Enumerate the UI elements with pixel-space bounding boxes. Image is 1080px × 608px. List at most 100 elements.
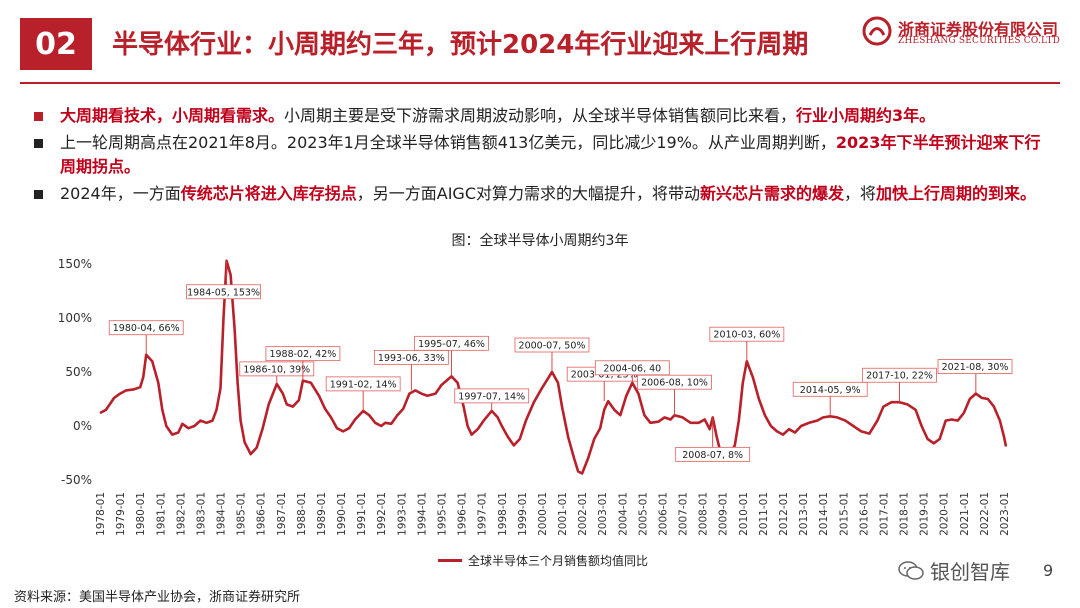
- x-tick-label: 2013-01: [798, 492, 810, 536]
- bullet-marker-icon: [34, 190, 43, 199]
- highlight-text: 2023年下半年预计迎来下行周期拐点。: [60, 133, 1041, 176]
- series-line: [99, 259, 1008, 475]
- x-tick-label: 2004-01: [617, 492, 629, 536]
- annotation-label: 2010-03, 60%: [713, 330, 780, 341]
- annotation-label: 1997-07, 14%: [458, 391, 525, 402]
- page-number: 9: [1043, 561, 1054, 580]
- x-tick-label: 2022-01: [979, 492, 991, 536]
- x-tick-label: 1995-01: [436, 492, 448, 536]
- bullet-marker-icon: [34, 112, 43, 121]
- annotation-box: [514, 337, 590, 353]
- annotation-box: [594, 360, 670, 376]
- annotation-label: 1986-10, 39%: [243, 364, 310, 375]
- annotation-box: [862, 367, 937, 383]
- annotation-label: 1984-05, 153%: [187, 287, 260, 298]
- x-tick-label: 1982-01: [175, 492, 187, 536]
- x-tick-label: 1988-01: [296, 492, 308, 536]
- x-tick-label: 1984-01: [216, 492, 228, 536]
- annotation-box: [239, 361, 315, 377]
- x-tick-label: 2015-01: [838, 492, 850, 536]
- annotation-label: 2000-07, 50%: [519, 341, 586, 352]
- x-tick-label: 2023-01: [999, 492, 1011, 536]
- section-badge: 02: [20, 18, 92, 70]
- logo-text-en: ZHESHANG SECURITIES CO.LTD: [898, 36, 1061, 46]
- x-tick-label: 1990-01: [336, 492, 348, 536]
- x-tick-label: 2002-01: [577, 492, 589, 536]
- x-tick-label: 1978-01: [95, 492, 107, 536]
- y-tick-label: -50%: [61, 473, 92, 487]
- chart-legend: 全球半导体三个月销售额均值同比: [438, 552, 648, 569]
- bullet-item: 大周期看技术，小周期看需求。小周期主要是受下游需求周期波动影响，从全球半导体销售…: [34, 104, 1054, 128]
- body-text: 小周期主要是受下游需求周期波动影响，从全球半导体销售额同比来看，: [284, 106, 797, 125]
- annotation-box: [373, 349, 449, 365]
- x-tick-label: 1991-01: [356, 492, 368, 536]
- y-tick-label: 150%: [58, 257, 92, 271]
- body-text: 2024年，一方面: [60, 184, 181, 203]
- x-tick-label: 2003-01: [597, 492, 609, 536]
- annotation-label: 1995-07, 46%: [418, 339, 485, 350]
- annotation-label: 1993-06, 33%: [378, 353, 445, 364]
- x-tick-label: 1992-01: [376, 492, 388, 536]
- wechat-icon: [898, 560, 924, 580]
- bullet-list: 大周期看技术，小周期看需求。小周期主要是受下游需求周期波动影响，从全球半导体销售…: [34, 104, 1054, 209]
- annotation-label: 1988-02, 42%: [269, 349, 336, 360]
- x-tick-label: 2017-01: [878, 492, 890, 536]
- x-tick-label: 1989-01: [316, 492, 328, 536]
- x-tick-label: 1987-01: [276, 492, 288, 536]
- x-tick-label: 1979-01: [115, 492, 127, 536]
- annotation-box: [709, 326, 785, 342]
- highlight-text: 加快上行周期的到来。: [876, 184, 1037, 203]
- x-tick-label: 2001-01: [557, 492, 569, 536]
- x-tick-label: 2011-01: [758, 492, 770, 536]
- bullet-item: 2024年，一方面传统芯片将进入库存拐点，另一方面AIGC对算力需求的大幅提升，…: [34, 182, 1054, 206]
- x-tick-label: 2010-01: [738, 492, 750, 536]
- y-tick-label: 0%: [73, 419, 92, 433]
- x-tick-label: 1997-01: [477, 492, 489, 536]
- watermark: 银创智库: [898, 556, 1010, 585]
- bullet-item: 上一轮周期高点在2021年8月。2023年1月全球半导体销售额413亿美元，同比…: [34, 131, 1054, 179]
- x-tick-label: 1993-01: [396, 492, 408, 536]
- x-tick-label: 2014-01: [818, 492, 830, 536]
- annotation-box: [792, 381, 868, 397]
- page-title: 半导体行业：小周期约三年，预计2024年行业迎来上行周期: [112, 30, 809, 60]
- x-tick-label: 1985-01: [236, 492, 248, 536]
- x-tick-label: 2016-01: [858, 492, 870, 536]
- legend-line-swatch: [438, 559, 462, 562]
- x-tick-label: 2005-01: [637, 492, 649, 536]
- chart-title: 图：全球半导体小周期约3年: [451, 233, 629, 249]
- line-chart: 150% 100% 50% 0% -50%1978-01 1979-01 1980-01 19…: [58, 257, 1013, 536]
- x-tick-label: 2012-01: [778, 492, 790, 536]
- annotation-box: [414, 335, 489, 351]
- annotation-label: 1991-02, 14%: [330, 379, 397, 390]
- watermark-text: 银创智库: [930, 560, 1010, 584]
- x-tick-label: 2006-01: [657, 492, 669, 536]
- annotation-label: 2017-10, 22%: [866, 371, 933, 382]
- annotation-box: [937, 359, 1013, 374]
- annotation-box: [637, 374, 712, 390]
- company-logo: 浙商证券股份有限公司 ZHESHANG SECURITIES CO.LTD: [862, 14, 1062, 54]
- annotation-label: 2004-06, 40: [603, 363, 661, 374]
- company-logo-icon: [862, 16, 892, 46]
- x-tick-label: 1986-01: [256, 492, 268, 536]
- annotation-box: [108, 320, 184, 336]
- x-tick-label: 1981-01: [155, 492, 167, 536]
- highlight-text: 新兴芯片需求的爆发: [700, 184, 845, 203]
- annotation-box: [325, 376, 401, 392]
- annotation-box: [265, 346, 341, 362]
- x-tick-label: 2021-01: [959, 492, 971, 536]
- x-tick-label: 2018-01: [899, 492, 911, 536]
- x-tick-label: 2019-01: [919, 492, 931, 536]
- y-tick-label: 50%: [65, 365, 92, 379]
- annotation-label: 1980-04, 66%: [113, 323, 180, 334]
- x-tick-label: 2008-01: [698, 492, 710, 536]
- body-text: 上一轮周期高点在2021年8月。2023年1月全球半导体销售额413亿美元，同比…: [60, 133, 836, 152]
- x-tick-label: 2000-01: [537, 492, 549, 536]
- annotation-label: 2008-07, 8%: [682, 450, 743, 461]
- x-tick-label: 2007-01: [678, 492, 690, 536]
- logo-text-cn: 浙商证券股份有限公司: [898, 20, 1059, 39]
- highlight-text: 传统芯片将进入库存拐点: [180, 184, 357, 203]
- x-tick-label: 1980-01: [135, 492, 147, 536]
- header-divider: [20, 82, 1060, 84]
- annotation-box: [186, 284, 261, 300]
- x-tick-label: 1983-01: [195, 492, 207, 536]
